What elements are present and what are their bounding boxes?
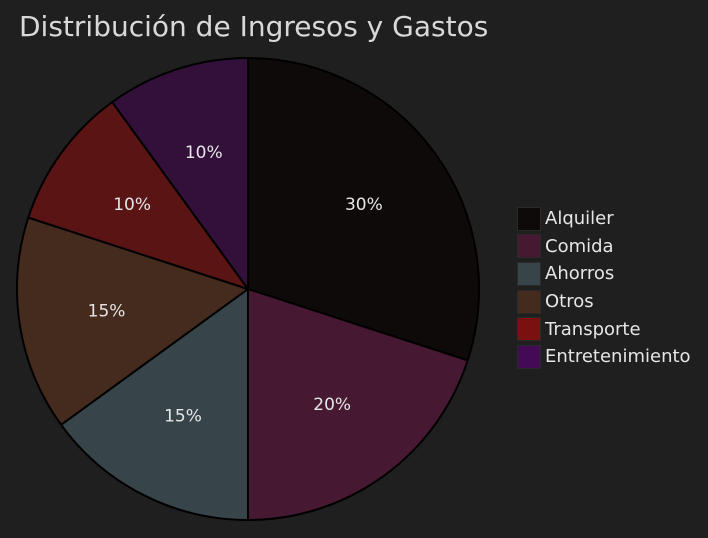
slice-label-otros: 15%	[88, 301, 126, 321]
legend-swatch-ahorros	[517, 261, 541, 286]
pie-slice-otros[interactable]	[16, 216, 251, 427]
legend-swatch-entretenimiento	[517, 344, 541, 369]
slice-label-comida: 20%	[313, 395, 351, 415]
legend-item-otros[interactable]: Otros	[517, 288, 691, 316]
slice-label-transporte: 10%	[113, 195, 151, 215]
legend-item-transporte[interactable]: Transporte	[517, 315, 691, 343]
legend-swatch-alquiler	[517, 206, 541, 231]
legend-swatch-comida	[517, 234, 541, 259]
slice-label-entretenimiento: 10%	[185, 143, 223, 163]
legend-label-entretenimiento: Entretenimiento	[545, 346, 691, 368]
pie-labels: 30% 20% 15% 15% 10% 10%	[88, 143, 383, 427]
pie-slices	[16, 56, 480, 522]
legend-swatch-otros	[517, 289, 541, 314]
legend-item-alquiler[interactable]: Alquiler	[517, 205, 691, 233]
legend-swatch-transporte	[517, 317, 541, 342]
pie-slice-alquiler[interactable]	[247, 56, 480, 362]
legend-item-comida[interactable]: Comida	[517, 233, 691, 261]
legend: Alquiler Comida Ahorros Otros Transporte…	[517, 205, 691, 371]
legend-label-alquiler: Alquiler	[545, 208, 614, 230]
legend-item-entretenimiento[interactable]: Entretenimiento	[517, 343, 691, 371]
pie-slice-ahorros[interactable]	[59, 287, 249, 522]
chart-title: Distribución de Ingresos y Gastos	[19, 10, 489, 43]
legend-label-transporte: Transporte	[545, 318, 641, 340]
pie-slice-transporte[interactable]	[27, 100, 251, 291]
legend-label-ahorros: Ahorros	[545, 263, 615, 285]
legend-label-otros: Otros	[545, 291, 594, 313]
legend-item-ahorros[interactable]: Ahorros	[517, 260, 691, 288]
legend-label-comida: Comida	[545, 235, 614, 257]
pie-slice-entretenimiento[interactable]	[110, 56, 249, 293]
pie-slice-comida[interactable]	[247, 287, 469, 522]
slice-label-ahorros: 15%	[164, 407, 202, 427]
slice-label-alquiler: 30%	[345, 195, 383, 215]
